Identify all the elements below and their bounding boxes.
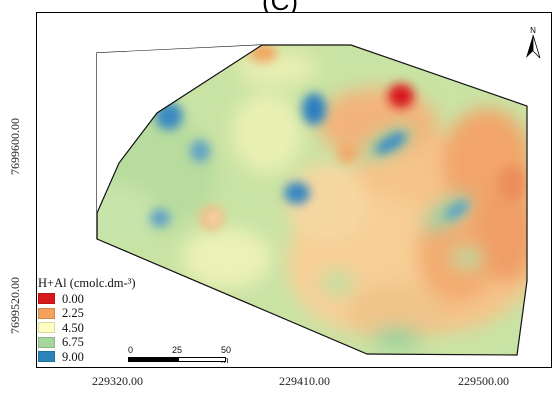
legend-swatch [38, 293, 55, 305]
scale-bar-segment [178, 357, 226, 362]
legend-title: H+Al (cmolc.dm-³) [38, 276, 136, 290]
y-tick-label: 7699520.00 [8, 277, 22, 334]
interpolation-map: N [96, 26, 541, 356]
legend-label: 4.50 [62, 320, 84, 335]
x-tick-label: 229320.00 [92, 374, 143, 388]
x-tick-label: 229410.00 [279, 374, 330, 388]
scale-bar-label: 0 [128, 345, 134, 355]
legend-swatch [38, 322, 55, 334]
scale-bar-label: 50 m [221, 345, 232, 365]
north-arrow-icon: N [526, 26, 541, 59]
y-tick-label: 7699600.00 [8, 118, 22, 175]
legend-swatch [38, 307, 55, 319]
svg-text:N: N [530, 26, 536, 35]
legend-item: 0.00 [38, 292, 136, 307]
scale-bar-segment [128, 357, 178, 362]
legend: H+Al (cmolc.dm-³) 0.00 2.25 4.50 6.75 9.… [38, 276, 136, 364]
legend-label: 9.00 [62, 349, 84, 364]
legend-item: 6.75 [38, 335, 136, 350]
study-area-boundary [96, 44, 528, 356]
map-frame: N [36, 12, 552, 368]
legend-item: 4.50 [38, 321, 136, 336]
x-tick-label: 229500.00 [458, 374, 509, 388]
legend-label: 0.00 [62, 291, 84, 306]
legend-label: 2.25 [62, 306, 84, 320]
legend-item: 2.25 [38, 306, 136, 321]
legend-swatch [38, 336, 55, 348]
legend-label: 6.75 [62, 335, 84, 349]
legend-swatch [38, 351, 55, 363]
scale-bar-label: 25 [172, 345, 183, 355]
legend-item: 9.00 [38, 350, 136, 365]
